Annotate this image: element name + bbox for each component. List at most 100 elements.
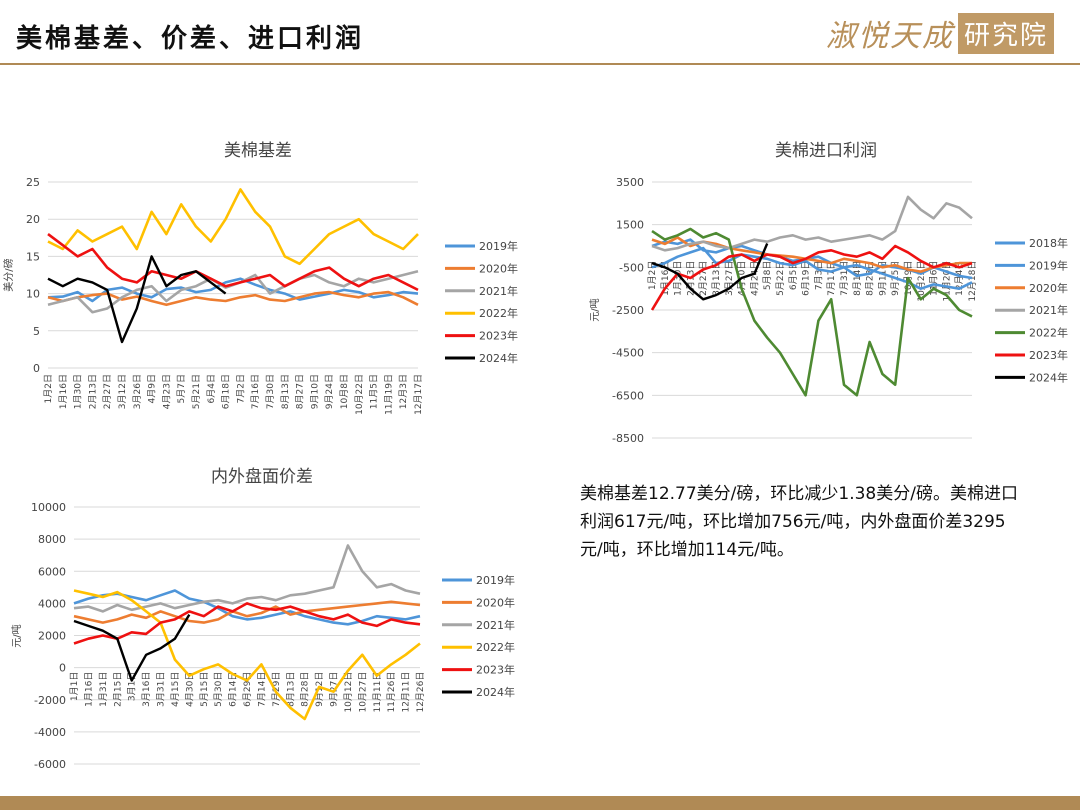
footer-band (0, 796, 1080, 810)
x-tick-label: 4月24日 (749, 261, 760, 296)
x-tick-label: 10月8日 (339, 374, 350, 409)
legend-label: 2020年 (476, 595, 515, 609)
header-divider (0, 63, 1080, 65)
y-tick-label: 1500 (616, 219, 644, 232)
x-tick-label: 1月16日 (83, 672, 94, 707)
x-tick-label: 1月2日 (43, 374, 54, 403)
y-tick-label: 15 (26, 250, 40, 263)
y-tick-label: 4000 (38, 597, 66, 610)
legend-label: 2024年 (479, 351, 518, 365)
x-tick-label: 3月1日 (127, 672, 138, 701)
y-tick-label: -2500 (612, 304, 644, 317)
chart-title: 美棉进口利润 (775, 141, 877, 161)
series-line-2024年 (651, 243, 769, 301)
x-tick-label: 5月22日 (775, 261, 786, 296)
x-tick-label: 7月16日 (250, 374, 261, 409)
y-tick-label: 5 (33, 325, 40, 338)
x-tick-label: 6月4日 (206, 374, 217, 403)
y-tick-label: 10000 (31, 501, 66, 514)
x-tick-label: 1月16日 (660, 261, 671, 296)
legend-label: 2023年 (1029, 348, 1068, 362)
y-tick-label: 6000 (38, 565, 66, 578)
x-tick-label: 4月30日 (184, 672, 195, 707)
x-tick-label: 10月12日 (343, 672, 354, 713)
series-line-2020年 (73, 600, 421, 624)
x-tick-label: 12月11日 (401, 672, 412, 713)
x-tick-label: 1月31日 (98, 672, 109, 707)
legend-label: 2024年 (476, 685, 515, 699)
summary-text: 美棉基差12.77美分/磅，环比减少1.38美分/磅。美棉进口利润617元/吨，… (580, 484, 1018, 560)
x-tick-label: 4月23日 (161, 374, 172, 409)
x-tick-label: 11月20日 (941, 261, 952, 302)
x-tick-label: 8月28日 (865, 261, 876, 296)
chart-basis: 美棉基差 0 5 10 15 20 25 美分/磅 1月2日 1月16日 1月30日 2月13日 2月2… (2, 141, 518, 415)
x-tick-label: 11月19日 (383, 374, 394, 415)
series-line-2022年 (73, 589, 421, 721)
chart-title: 内外盘面价差 (211, 467, 313, 487)
y-tick-label: 20 (26, 213, 40, 226)
x-tick-label: 12月18日 (967, 261, 978, 302)
y-tick-label: 0 (59, 662, 66, 675)
x-tick-label: 8月28日 (300, 672, 311, 707)
x-tick-label: 6月5日 (788, 261, 799, 290)
x-tick-label: 2月15日 (112, 672, 123, 707)
legend-label: 2021年 (479, 284, 518, 298)
x-tick-label: 11月26日 (386, 672, 397, 713)
y-tick-label: 2000 (38, 630, 66, 643)
legend-label: 2021年 (476, 618, 515, 632)
series-line-2024年 (73, 613, 191, 682)
x-tick-label: 7月2日 (235, 374, 246, 403)
legend-label: 2019年 (479, 239, 518, 253)
y-tick-label: -4000 (34, 726, 66, 739)
y-tick-label: -6500 (612, 389, 644, 402)
y-tick-label: 25 (26, 176, 40, 189)
x-tick-label: 11月6日 (929, 261, 940, 296)
series-line-2019年 (73, 589, 421, 626)
series-line-2019年 (651, 238, 973, 291)
x-tick-label: 4月9日 (147, 374, 158, 403)
x-tick-label: 6月14日 (228, 672, 239, 707)
x-tick-label: 10月27日 (357, 672, 368, 713)
series-line-2023年 (73, 602, 421, 645)
series-line-2022年 (651, 227, 973, 397)
x-tick-label: 11月5日 (369, 374, 380, 409)
x-tick-label: 10月22日 (354, 374, 365, 415)
x-tick-label: 12月17日 (413, 374, 424, 415)
logo-text: 淑悦天成 (825, 19, 954, 54)
series-line-2022年 (47, 188, 419, 266)
x-tick-label: 5月21日 (191, 374, 202, 409)
x-tick-label: 1月30日 (673, 261, 684, 296)
y-tick-label: 10 (26, 288, 40, 301)
x-tick-label: 9月12日 (314, 672, 325, 707)
legend-label: 2024年 (1029, 370, 1068, 384)
logo: 淑悦天成 研究院 (826, 12, 1054, 54)
x-tick-label: 3月16日 (141, 672, 152, 707)
x-tick-label: 6月29日 (242, 672, 253, 707)
x-tick-label: 6月18日 (221, 374, 232, 409)
chart-profit: 美棉进口利润 3500 1500 -500 -2500 -4500 -6500 -8500 元/… (588, 141, 1068, 445)
x-tick-label: 7月29日 (271, 672, 282, 707)
legend-label: 2023年 (479, 329, 518, 343)
chart-title: 美棉基差 (224, 141, 292, 161)
x-tick-label: 5月7日 (176, 374, 187, 403)
legend-label: 2022年 (479, 306, 518, 320)
series-line-2024年 (47, 255, 227, 344)
x-tick-label: 3月31日 (156, 672, 167, 707)
x-tick-label: 4月15日 (170, 672, 181, 707)
legend-label: 2018年 (1029, 236, 1068, 250)
chart-spread: 内外盘面价差 10000 8000 6000 4000 2000 0 -2000 -4000 -6… (10, 467, 515, 771)
x-tick-label: 1月1日 (69, 672, 80, 701)
x-tick-label: 3月13日 (711, 261, 722, 296)
x-tick-label: 2月27日 (698, 261, 709, 296)
series-line-2019年 (47, 277, 419, 303)
x-tick-label: 12月3日 (398, 374, 409, 409)
x-tick-label: 7月14日 (256, 672, 267, 707)
x-tick-label: 8月14日 (852, 261, 863, 296)
x-tick-label: 7月30日 (265, 374, 276, 409)
legend-label: 2020年 (479, 261, 518, 275)
legend-label: 2020年 (1029, 281, 1068, 295)
x-tick-label: 3月27日 (724, 261, 735, 296)
x-tick-label: 3月12日 (117, 374, 128, 409)
x-tick-label: 9月11日 (877, 261, 888, 296)
